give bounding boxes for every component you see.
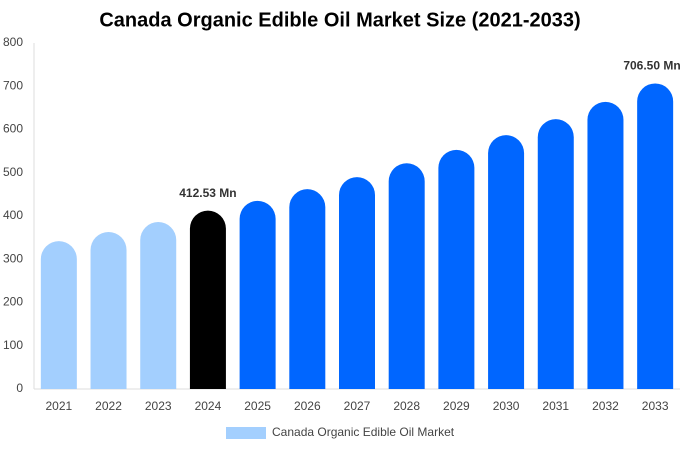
bar xyxy=(587,101,624,389)
bar xyxy=(40,241,77,389)
bar xyxy=(289,189,326,389)
bar xyxy=(239,200,276,389)
y-tick-label: 400 xyxy=(3,208,23,222)
y-tick-label: 0 xyxy=(16,381,23,395)
x-tick-label: 2021 xyxy=(45,399,72,413)
x-tick-label: 2031 xyxy=(542,399,569,413)
x-tick-label: 2026 xyxy=(294,399,321,413)
y-tick-label: 700 xyxy=(3,78,23,92)
x-tick-label: 2022 xyxy=(95,399,122,413)
legend-swatch xyxy=(226,427,266,439)
data-label: 412.53 Mn xyxy=(179,186,236,200)
bar xyxy=(537,119,574,389)
bar xyxy=(637,83,674,389)
y-tick-label: 800 xyxy=(3,35,23,49)
legend-label: Canada Organic Edible Oil Market xyxy=(272,425,455,439)
y-tick-label: 100 xyxy=(3,338,23,352)
data-label: 706.50 Mn xyxy=(623,59,680,73)
bar xyxy=(339,177,375,389)
bar xyxy=(438,149,475,389)
x-tick-label: 2024 xyxy=(195,399,222,413)
bar xyxy=(140,222,177,389)
x-tick-label: 2033 xyxy=(642,399,669,413)
y-tick-label: 200 xyxy=(3,295,23,309)
x-tick-label: 2028 xyxy=(393,399,420,413)
y-tick-label: 500 xyxy=(3,165,23,179)
chart-title: Canada Organic Edible Oil Market Size (2… xyxy=(99,9,580,31)
x-tick-label: 2032 xyxy=(592,399,619,413)
y-tick-label: 600 xyxy=(3,122,23,136)
bar xyxy=(388,163,425,389)
x-tick-label: 2029 xyxy=(443,399,470,413)
y-tick-label: 300 xyxy=(3,251,23,265)
bar xyxy=(488,135,525,389)
bar xyxy=(90,232,127,389)
bar xyxy=(189,210,226,389)
x-tick-label: 2023 xyxy=(145,399,172,413)
x-tick-label: 2025 xyxy=(244,399,271,413)
x-tick-label: 2030 xyxy=(493,399,520,413)
x-tick-label: 2027 xyxy=(344,399,371,413)
